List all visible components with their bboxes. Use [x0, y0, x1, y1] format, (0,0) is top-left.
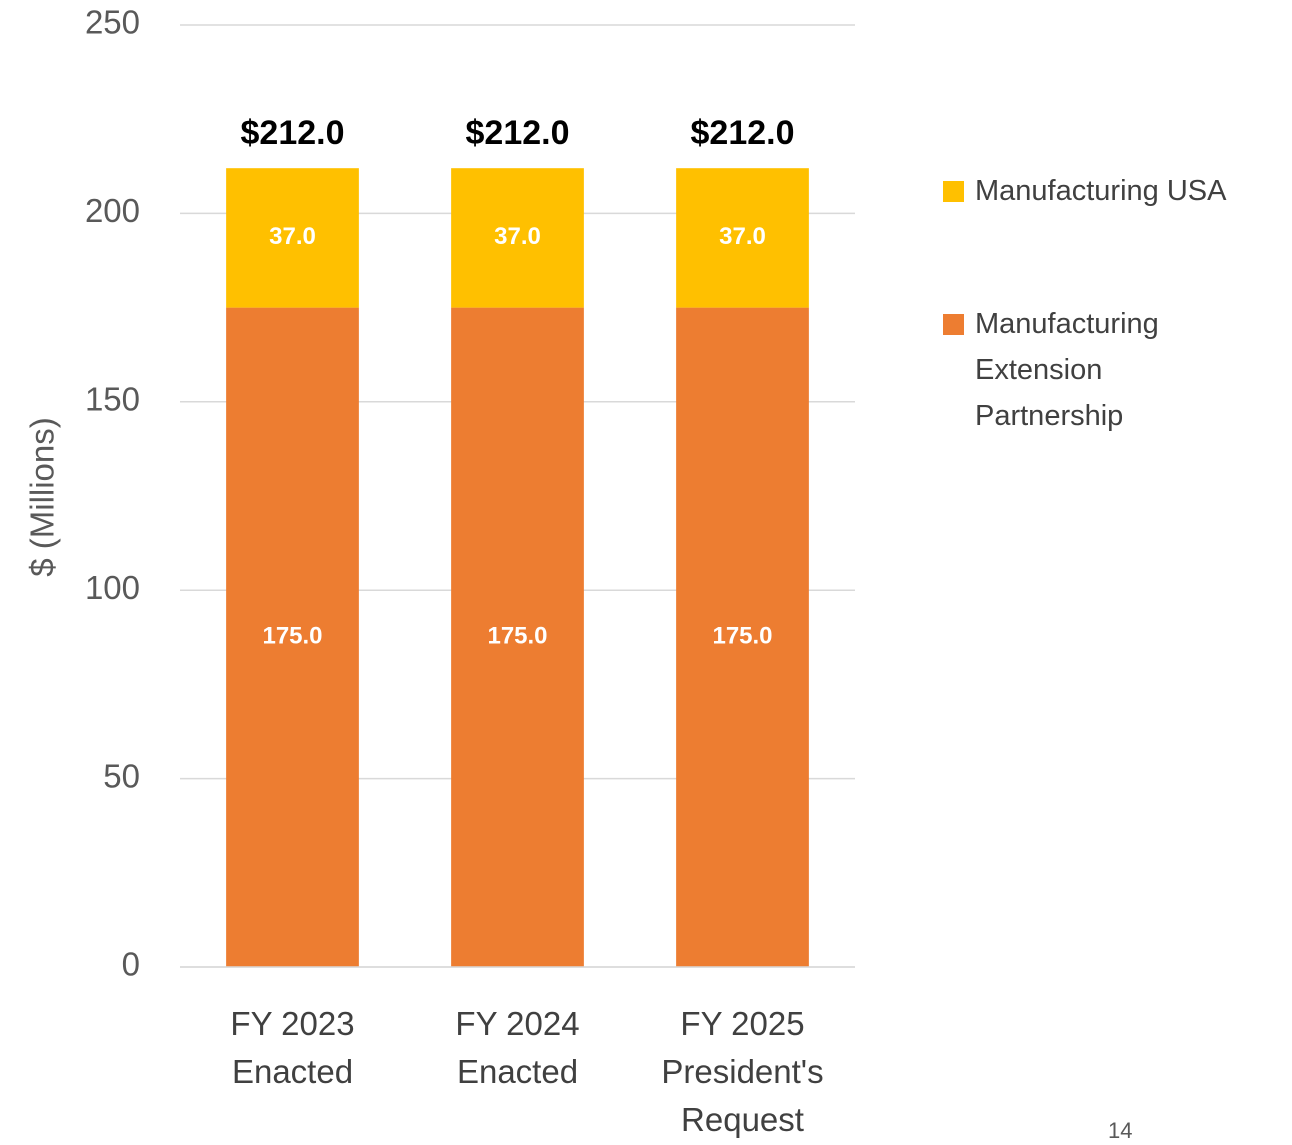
total-label: $212.0 [691, 114, 795, 152]
legend-swatch [943, 314, 964, 335]
data-label: 175.0 [712, 623, 772, 650]
bar-segment [226, 168, 359, 308]
bar-segment [226, 307, 359, 968]
data-label: 175.0 [487, 623, 547, 650]
x-tick-label: FY 2025 President's Request [661, 1005, 824, 1138]
total-label: $212.0 [466, 114, 570, 152]
x-tick-label: FY 2023 Enacted [230, 1005, 355, 1090]
data-label: 37.0 [719, 223, 766, 250]
y-tick-label: 200 [85, 192, 140, 229]
y-tick-label: 250 [85, 4, 140, 41]
y-tick-label: 100 [85, 569, 140, 606]
legend-label: Manufacturing Extension Partnership [975, 308, 1159, 432]
bar-segment [451, 168, 584, 308]
page-number: 14 [1108, 1118, 1133, 1143]
legend-label: Manufacturing USA [975, 175, 1227, 207]
y-tick-label: 150 [85, 381, 140, 418]
total-label: $212.0 [241, 114, 345, 152]
y-tick-label: 50 [103, 757, 140, 794]
legend-swatch [943, 181, 964, 202]
data-label: 37.0 [269, 223, 316, 250]
data-label: 37.0 [494, 223, 541, 250]
y-axis-label: $ (Millions) [24, 417, 61, 577]
x-tick-label: FY 2024 Enacted [455, 1005, 580, 1090]
bar-segment [676, 168, 809, 308]
y-tick-label: 0 [122, 946, 140, 983]
bar-segment [451, 307, 584, 968]
bar-segment [676, 307, 809, 968]
data-label: 175.0 [262, 623, 322, 650]
